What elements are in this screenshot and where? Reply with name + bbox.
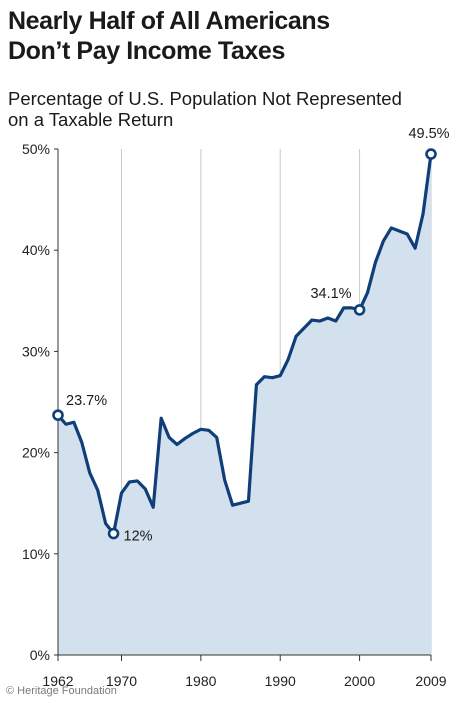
y-tick-label: 20% — [22, 445, 50, 461]
x-tick-label: 1962 — [42, 673, 73, 689]
annotation-marker — [353, 304, 366, 316]
annotation-marker — [52, 409, 64, 421]
y-tick-label: 40% — [22, 242, 50, 258]
annotation-label: 34.1% — [310, 286, 351, 302]
chart-title-line-2: Don’t Pay Income Taxes — [8, 37, 285, 65]
annotation-label: 23.7% — [66, 393, 107, 409]
y-tick-label: 30% — [22, 343, 50, 359]
chart-title-line-1: Nearly Half of All Americans — [8, 7, 330, 35]
annotation-marker — [107, 527, 120, 540]
x-tick-label: 1980 — [185, 673, 216, 689]
y-tick-label: 0% — [30, 647, 50, 663]
y-tick-label: 10% — [22, 546, 50, 562]
series-line — [56, 152, 433, 536]
x-tick-label: 1990 — [265, 673, 296, 689]
annotation-label: 12% — [124, 529, 153, 545]
chart-subtitle-line-2: on a Taxable Return — [8, 109, 174, 130]
annotation-marker — [425, 148, 437, 160]
annotation-label: 49.5% — [408, 126, 449, 142]
x-tick-label: 2000 — [344, 673, 375, 689]
x-tick-label: 1970 — [106, 673, 137, 689]
y-tick-label: 50% — [22, 141, 50, 157]
source-credit: © Heritage Foundation — [6, 685, 117, 697]
chart-title: Nearly Half of All Americans Don’t Pay I… — [8, 6, 458, 66]
x-tick-label: 2009 — [415, 673, 446, 689]
series-area-fill — [58, 154, 431, 655]
chart-subtitle: Percentage of U.S. Population Not Repres… — [8, 88, 458, 130]
chart-subtitle-line-1: Percentage of U.S. Population Not Repres… — [8, 88, 402, 109]
